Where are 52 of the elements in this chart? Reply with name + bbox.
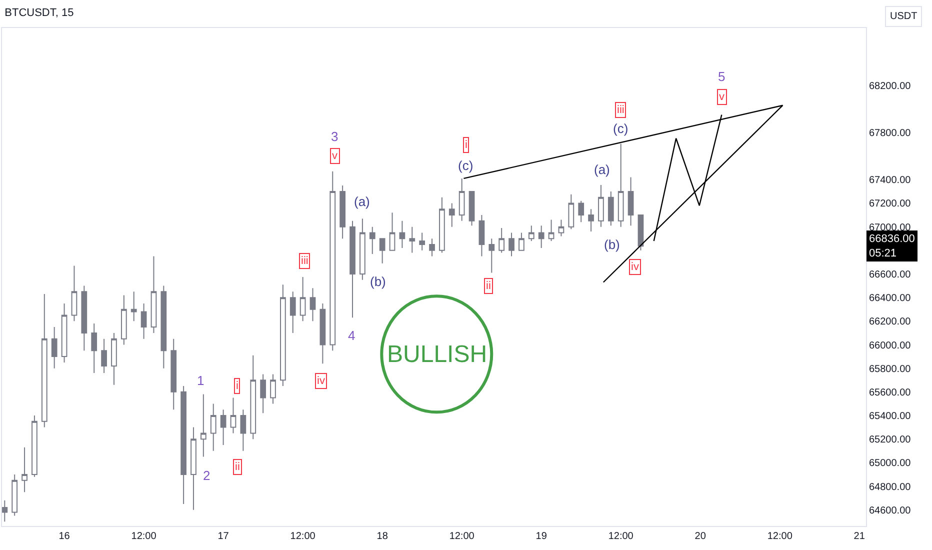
annotation: v <box>719 91 725 103</box>
annotation: i <box>236 380 238 392</box>
annotation: iii <box>301 255 308 267</box>
y-tick-label: 64800.00 <box>869 482 912 493</box>
y-tick-label: 65600.00 <box>869 387 912 398</box>
y-tick-label: 64600.00 <box>869 505 912 516</box>
annotation: 5 <box>718 69 726 84</box>
y-tick-label: 68200.00 <box>869 80 912 92</box>
x-tick-label: 12:00 <box>767 531 793 542</box>
annotation: 2 <box>203 468 210 483</box>
annotation: 4 <box>348 328 356 343</box>
annotation: (b) <box>604 237 620 252</box>
y-tick-label: 65400.00 <box>869 411 912 422</box>
x-tick-label: 21 <box>854 531 866 542</box>
y-tick-label: 65800.00 <box>869 364 912 375</box>
y-tick-label: 67200.00 <box>869 198 912 210</box>
annotation: iv <box>631 261 640 273</box>
x-tick-label: 12:00 <box>131 531 157 542</box>
annotation: (b) <box>370 274 386 289</box>
annotation: iv <box>317 375 326 387</box>
annotation: (a) <box>594 162 610 177</box>
y-tick-label: 65200.00 <box>869 434 912 446</box>
chart-title: BTCUSDT, 15 <box>4 6 74 19</box>
y-tick-label: 67400.00 <box>869 175 912 186</box>
annotation: iii <box>617 104 624 116</box>
annotation: 1 <box>197 373 204 388</box>
x-tick-label: 17 <box>218 531 230 542</box>
y-tick-label: 66600.00 <box>869 269 912 280</box>
annotation: (a) <box>354 194 370 209</box>
x-tick-label: 16 <box>58 531 70 542</box>
x-tick-label: 20 <box>694 531 706 542</box>
y-tick-label: 66400.00 <box>869 293 912 304</box>
text: USDT <box>890 11 918 22</box>
annotation: v <box>332 150 338 162</box>
annotation: (c) <box>613 121 628 136</box>
y-tick-label: 66000.00 <box>869 340 912 352</box>
x-tick-label: 12:00 <box>449 531 475 542</box>
annotation: ii <box>235 461 240 473</box>
annotation: i <box>465 139 468 151</box>
annotation: 3 <box>331 129 338 144</box>
y-tick-label: 66200.00 <box>869 316 912 328</box>
y-tick-label: 65000.00 <box>869 458 912 470</box>
y-tick-label: 67800.00 <box>869 128 912 139</box>
annotation: (c) <box>458 158 474 173</box>
annotation: ii <box>486 280 491 292</box>
text: 66836.00 05:21 <box>869 233 915 260</box>
y-tick-label: 67000.00 <box>869 222 912 234</box>
x-tick-label: 12:00 <box>608 531 634 542</box>
x-tick-label: 19 <box>536 531 548 542</box>
x-tick-label: 18 <box>376 531 388 542</box>
x-tick-label: 12:00 <box>290 531 316 542</box>
annotation: BULLISH <box>387 341 488 368</box>
